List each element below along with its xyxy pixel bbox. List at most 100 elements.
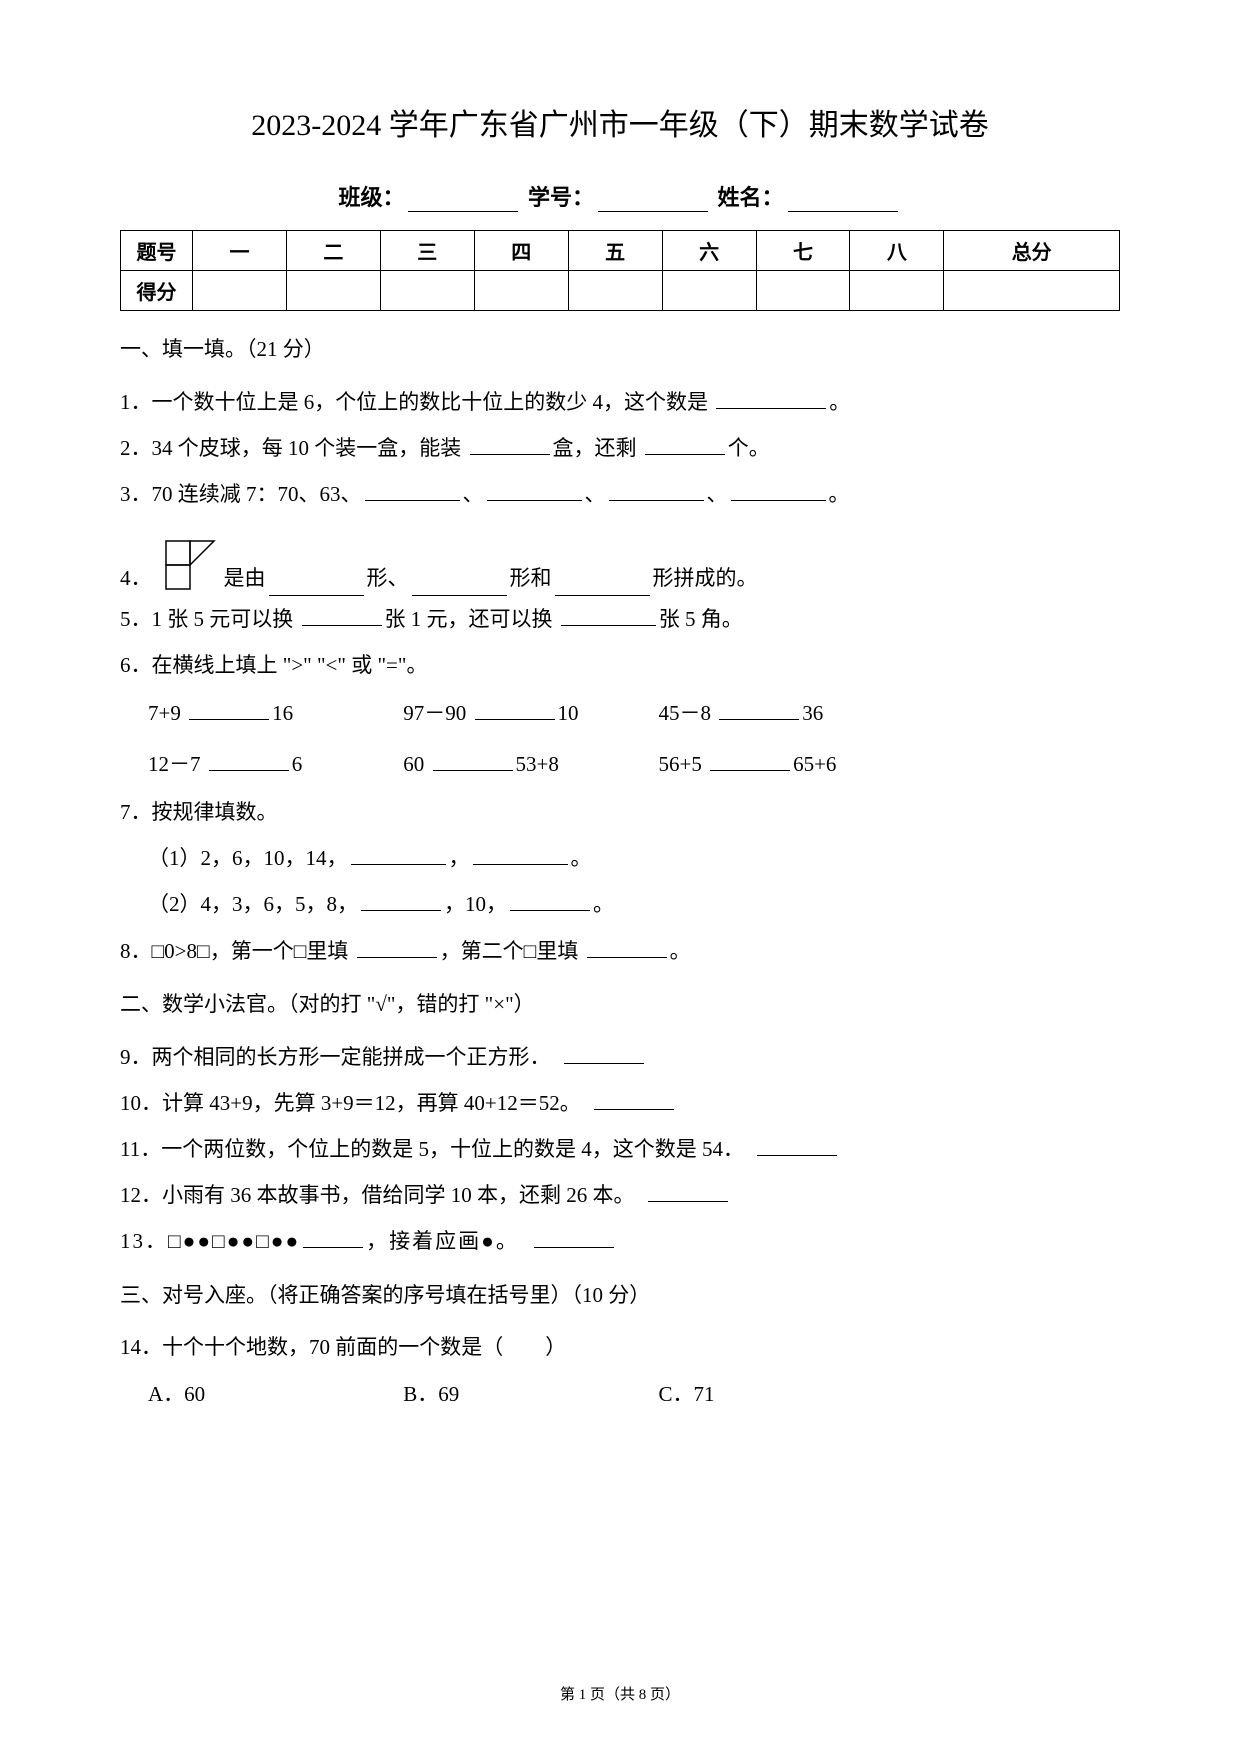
q9-text: 两个相同的长方形一定能拼成一个正方形． <box>152 1045 541 1069</box>
q1-text-b: 。 <box>829 390 850 414</box>
q3-num: 3． <box>120 482 152 506</box>
q14-choices: A．60 B．69 C．71 <box>120 1371 1120 1417</box>
q7-sub1-blank-1[interactable] <box>351 847 446 865</box>
score-cell[interactable] <box>193 271 287 311</box>
q13-blank-1[interactable] <box>303 1230 363 1248</box>
q3-sep-1: 、 <box>463 482 484 506</box>
blank-id[interactable] <box>598 190 708 212</box>
q5-blank-1[interactable] <box>302 608 382 626</box>
q10-text: 计算 43+9，先算 3+9＝12，再算 40+12＝52。 <box>162 1091 570 1115</box>
q13-tail: ，接着应画●。 <box>366 1229 508 1253</box>
q12: 12．小雨有 36 本故事书，借给同学 10 本，还剩 26 本。 <box>120 1172 1120 1218</box>
q7-heading: 7．按规律填数。 <box>120 789 1120 835</box>
q10-blank[interactable] <box>594 1092 674 1110</box>
cmp-right: 65+6 <box>793 752 836 776</box>
cmp-left: 7+9 <box>148 701 186 725</box>
q13-blank-2[interactable] <box>534 1230 614 1248</box>
cmp-right: 10 <box>558 701 579 725</box>
q4-text-c: 形和 <box>510 562 552 596</box>
q1: 1．一个数十位上是 6，个位上的数比十位上的数少 4，这个数是 。 <box>120 379 1120 425</box>
q11-blank[interactable] <box>757 1138 837 1156</box>
q3-blank-1[interactable] <box>365 483 460 501</box>
q4-text-a: 是由 <box>224 562 266 596</box>
q3-blank-2[interactable] <box>487 483 582 501</box>
score-header-row: 题号 一 二 三 四 五 六 七 八 总分 <box>121 231 1120 271</box>
q8-blank-1[interactable] <box>357 940 437 958</box>
q7-sub1-sep: ， <box>449 846 470 870</box>
exam-title: 2023-2024 学年广东省广州市一年级（下）期末数学试卷 <box>120 100 1120 144</box>
q8: 8．□0>8□，第一个□里填 ，第二个□里填 。 <box>120 928 1120 974</box>
cmp-blank[interactable] <box>433 753 513 771</box>
q2-blank-2[interactable] <box>645 437 725 455</box>
q3-sep-3: 、 <box>707 482 728 506</box>
q3: 3．70 连续减 7：70、63、、、、。 <box>120 471 1120 517</box>
q4-blank-1[interactable] <box>269 578 364 596</box>
q2-blank-1[interactable] <box>470 437 550 455</box>
cmp-blank[interactable] <box>475 702 555 720</box>
q5: 5．1 张 5 元可以换 张 1 元，还可以换 张 5 角。 <box>120 596 1120 642</box>
choice-a[interactable]: A．60 <box>148 1371 398 1417</box>
score-cell[interactable] <box>662 271 756 311</box>
q14: 14．十个十个地数，70 前面的一个数是（ ） <box>120 1324 1120 1370</box>
q4-blank-2[interactable] <box>412 578 507 596</box>
q12-text: 小雨有 36 本故事书，借给同学 10 本，还剩 26 本。 <box>162 1183 624 1207</box>
col-4: 四 <box>474 231 568 271</box>
blank-class[interactable] <box>408 190 518 212</box>
q7-sub2-blank-2[interactable] <box>510 893 590 911</box>
cmp-left: 97－90 <box>403 701 471 725</box>
section-3-heading: 三、对号入座。（将正确答案的序号填在括号里）（10 分） <box>120 1277 1120 1315</box>
q7-sub2: （2）4，3，6，5，8，，10，。 <box>120 881 1120 927</box>
choice-c[interactable]: C．71 <box>659 1371 909 1417</box>
q9-blank[interactable] <box>564 1046 644 1064</box>
page-footer: 第 1 页（共 8 页） <box>0 1683 1240 1704</box>
student-info-line: 班级： 学号： 姓名： <box>120 180 1120 212</box>
section-2-heading: 二、数学小法官。（对的打 "√"，错的打 "×"） <box>120 986 1120 1024</box>
q2-text-b: 盒，还剩 <box>553 436 642 460</box>
q4-blank-3[interactable] <box>555 578 650 596</box>
q11-num: 11． <box>120 1137 161 1161</box>
label-name: 姓名： <box>718 185 784 210</box>
cmp-right: 16 <box>272 701 293 725</box>
score-cell[interactable] <box>380 271 474 311</box>
q7-sub1-blank-2[interactable] <box>473 847 568 865</box>
q1-num: 1． <box>120 390 152 414</box>
q12-blank[interactable] <box>648 1184 728 1202</box>
q5-text-b: 张 1 元，还可以换 <box>385 607 558 631</box>
score-cell[interactable] <box>850 271 944 311</box>
q2-text-a: 34 个皮球，每 10 个装一盒，能装 <box>152 436 467 460</box>
cmp-blank[interactable] <box>710 753 790 771</box>
cmp-blank[interactable] <box>189 702 269 720</box>
score-table: 题号 一 二 三 四 五 六 七 八 总分 得分 <box>120 230 1120 311</box>
col-5: 五 <box>568 231 662 271</box>
score-cell[interactable] <box>756 271 850 311</box>
q7-sub1-label: （1） <box>148 846 201 870</box>
cmp-blank[interactable] <box>719 702 799 720</box>
q7-sub2-mid: ，10， <box>444 892 507 916</box>
q7-sub2-blank-1[interactable] <box>361 893 441 911</box>
q3-blank-3[interactable] <box>609 483 704 501</box>
choice-b[interactable]: B．69 <box>403 1371 653 1417</box>
q5-blank-2[interactable] <box>561 608 656 626</box>
q8-blank-2[interactable] <box>587 940 667 958</box>
cmp-right: 36 <box>802 701 823 725</box>
label-id: 学号： <box>528 185 594 210</box>
col-6: 六 <box>662 231 756 271</box>
q1-text-a: 一个数十位上是 6，个位上的数比十位上的数少 4，这个数是 <box>152 390 714 414</box>
score-cell[interactable] <box>944 271 1120 311</box>
score-cell[interactable] <box>286 271 380 311</box>
cmp-right: 6 <box>292 752 303 776</box>
q1-blank[interactable] <box>716 391 826 409</box>
cmp-left: 56+5 <box>659 752 708 776</box>
q9: 9．两个相同的长方形一定能拼成一个正方形． <box>120 1034 1120 1080</box>
blank-name[interactable] <box>788 190 898 212</box>
cmp-blank[interactable] <box>209 753 289 771</box>
score-cell[interactable] <box>474 271 568 311</box>
q10-num: 10． <box>120 1091 162 1115</box>
cmp-left: 45－8 <box>659 701 717 725</box>
col-7: 七 <box>756 231 850 271</box>
label-class: 班级： <box>338 185 404 210</box>
q3-blank-4[interactable] <box>731 483 826 501</box>
q13-num: 13． <box>120 1229 168 1253</box>
q6-r2-3: 56+5 65+6 <box>659 739 909 789</box>
score-cell[interactable] <box>568 271 662 311</box>
